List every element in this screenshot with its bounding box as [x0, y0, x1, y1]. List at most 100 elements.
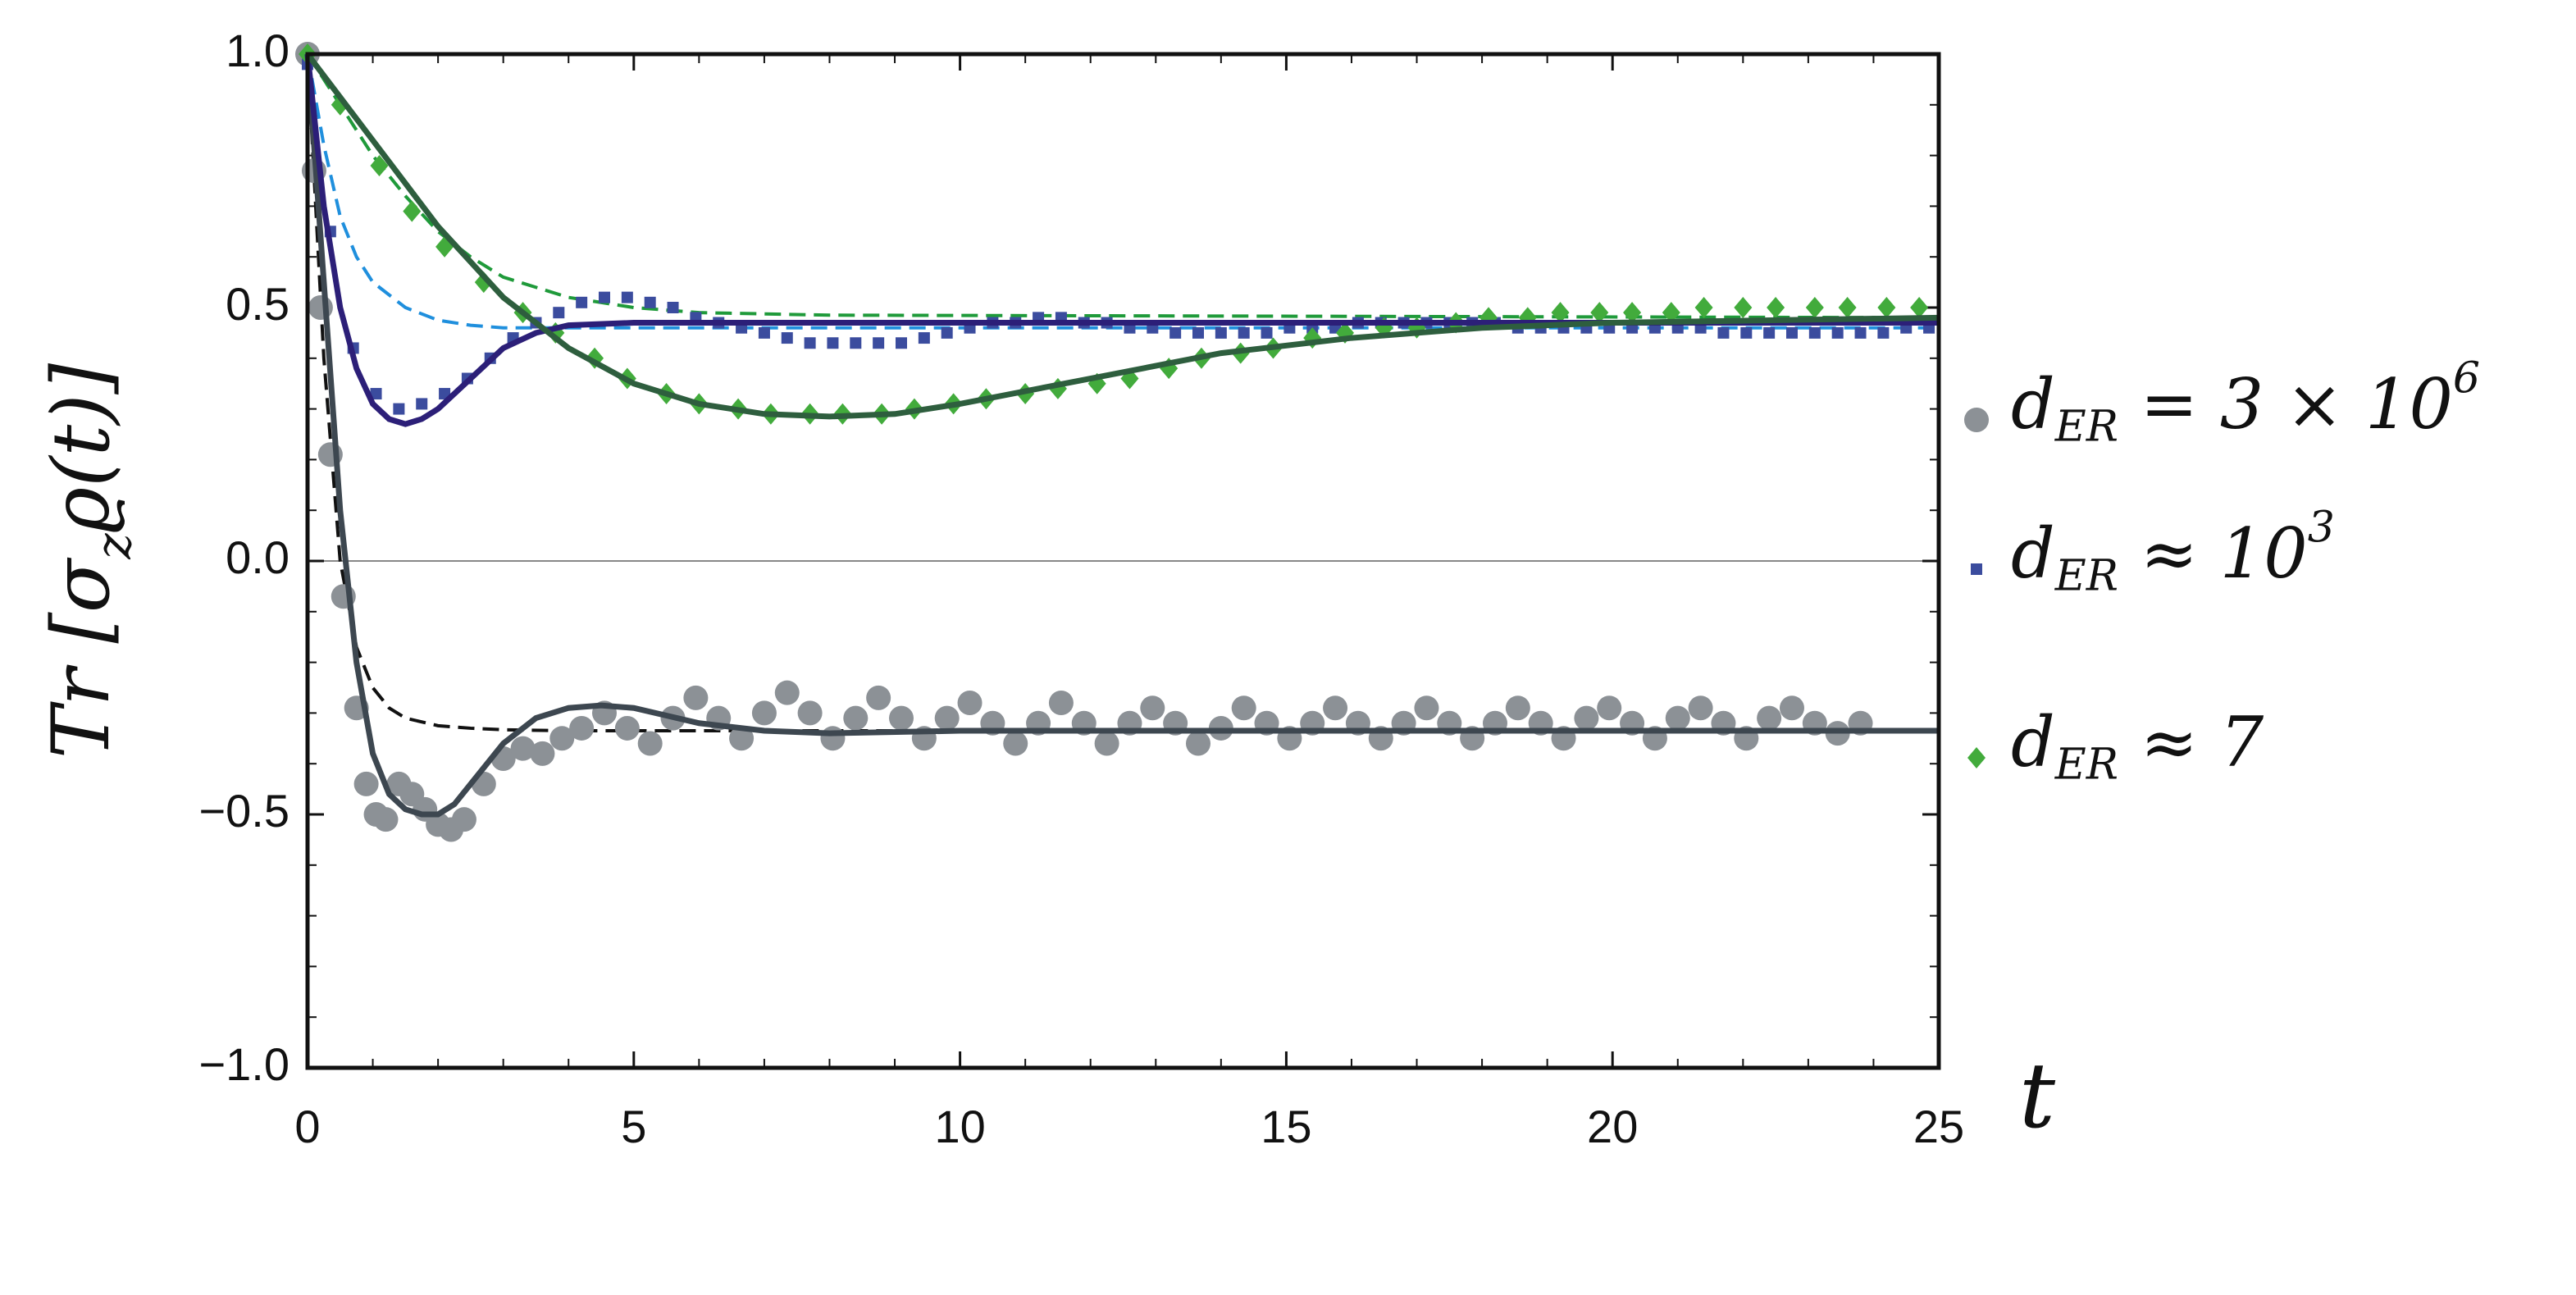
point: [614, 715, 640, 741]
point: [1688, 695, 1713, 721]
text-part: d: [2011, 513, 2055, 594]
y-tick-label: −0.5: [198, 785, 290, 837]
point: [451, 807, 476, 832]
y-tick-label: −1.0: [198, 1038, 290, 1090]
point: [1717, 326, 1730, 339]
asymptote-line: [306, 53, 1939, 733]
point: [1740, 326, 1753, 339]
text-part: d: [2011, 702, 2055, 782]
point: [941, 326, 953, 339]
point: [797, 700, 823, 726]
point: [820, 726, 846, 751]
point: [1238, 326, 1250, 339]
point: [1185, 731, 1210, 756]
point: [1854, 326, 1867, 339]
point: [1877, 297, 1896, 318]
point: [1877, 326, 1890, 339]
text-part: ER: [2054, 740, 2118, 789]
point: [683, 685, 709, 710]
text-part: ≈ 7: [2118, 702, 2264, 782]
text-part: = 3 × 10: [2118, 364, 2453, 445]
point: [569, 715, 595, 741]
series: [299, 43, 1929, 425]
point: [1831, 326, 1844, 339]
y-tick-label: 0.0: [226, 531, 290, 583]
point: [403, 200, 422, 222]
point: [393, 403, 405, 415]
point: [621, 291, 633, 303]
asymptote-line: [306, 53, 1939, 330]
point: [843, 705, 869, 731]
x-tick-label: 10: [934, 1101, 985, 1152]
point: [1838, 297, 1857, 318]
legend-label: dER ≈ 7: [2011, 702, 2264, 789]
point: [416, 398, 428, 410]
series: [302, 58, 1935, 415]
point: [370, 154, 389, 176]
point: [1261, 326, 1273, 339]
x-tick-label: 0: [294, 1101, 320, 1152]
text-part: ER: [2054, 551, 2118, 600]
x-axis-label: t: [2019, 1043, 2056, 1148]
legend-marker: [1964, 408, 1989, 432]
point: [1662, 302, 1680, 324]
point: [370, 388, 382, 400]
point: [888, 705, 914, 731]
legend-marker: [1967, 747, 1986, 768]
point: [918, 332, 930, 344]
point: [1140, 695, 1165, 721]
point: [549, 726, 575, 751]
point: [1785, 326, 1798, 339]
point: [850, 337, 862, 349]
point: [758, 326, 770, 339]
text-part: ≈ 10: [2118, 513, 2308, 594]
point: [729, 726, 755, 751]
point: [1505, 695, 1530, 721]
fit-line: [305, 52, 1940, 420]
point: [510, 736, 536, 761]
text-part: ER: [2054, 402, 2118, 451]
point: [1414, 695, 1439, 721]
fit-line: [304, 53, 1939, 427]
point: [637, 731, 663, 756]
point: [308, 295, 333, 320]
point: [1192, 326, 1204, 339]
text-part: [σ: [35, 557, 127, 643]
point: [1003, 731, 1028, 756]
point: [1574, 705, 1599, 731]
point: [1623, 302, 1642, 324]
point: [1734, 297, 1753, 318]
text-part: t: [2019, 1043, 2056, 1148]
asymptote-line: [306, 52, 1940, 320]
point: [576, 296, 588, 308]
x-tick-label: 5: [621, 1101, 646, 1152]
legend-marker: [1971, 563, 1982, 575]
point: [934, 705, 960, 731]
y-tick-label: 1.0: [226, 25, 290, 76]
series: [295, 42, 1873, 842]
point: [598, 291, 610, 303]
x-tick-label: 20: [1587, 1101, 1638, 1152]
text-part: 6: [2453, 353, 2480, 403]
text-part: z: [86, 533, 143, 560]
point: [644, 296, 656, 308]
point: [751, 700, 777, 726]
text-part: Tr: [35, 644, 127, 759]
x-tick-label: 15: [1261, 1101, 1311, 1152]
point: [1215, 326, 1227, 339]
point: [1805, 297, 1824, 318]
point: [667, 302, 679, 313]
legend-label: dER ≈ 103: [2011, 503, 2335, 600]
point: [1779, 695, 1804, 721]
point: [353, 771, 379, 796]
point: [1169, 326, 1182, 339]
point: [1231, 695, 1256, 721]
text-part: d: [2011, 364, 2055, 445]
point: [373, 807, 399, 832]
point: [1551, 302, 1570, 324]
point: [1094, 731, 1119, 756]
point: [1763, 326, 1776, 339]
point: [530, 741, 555, 766]
